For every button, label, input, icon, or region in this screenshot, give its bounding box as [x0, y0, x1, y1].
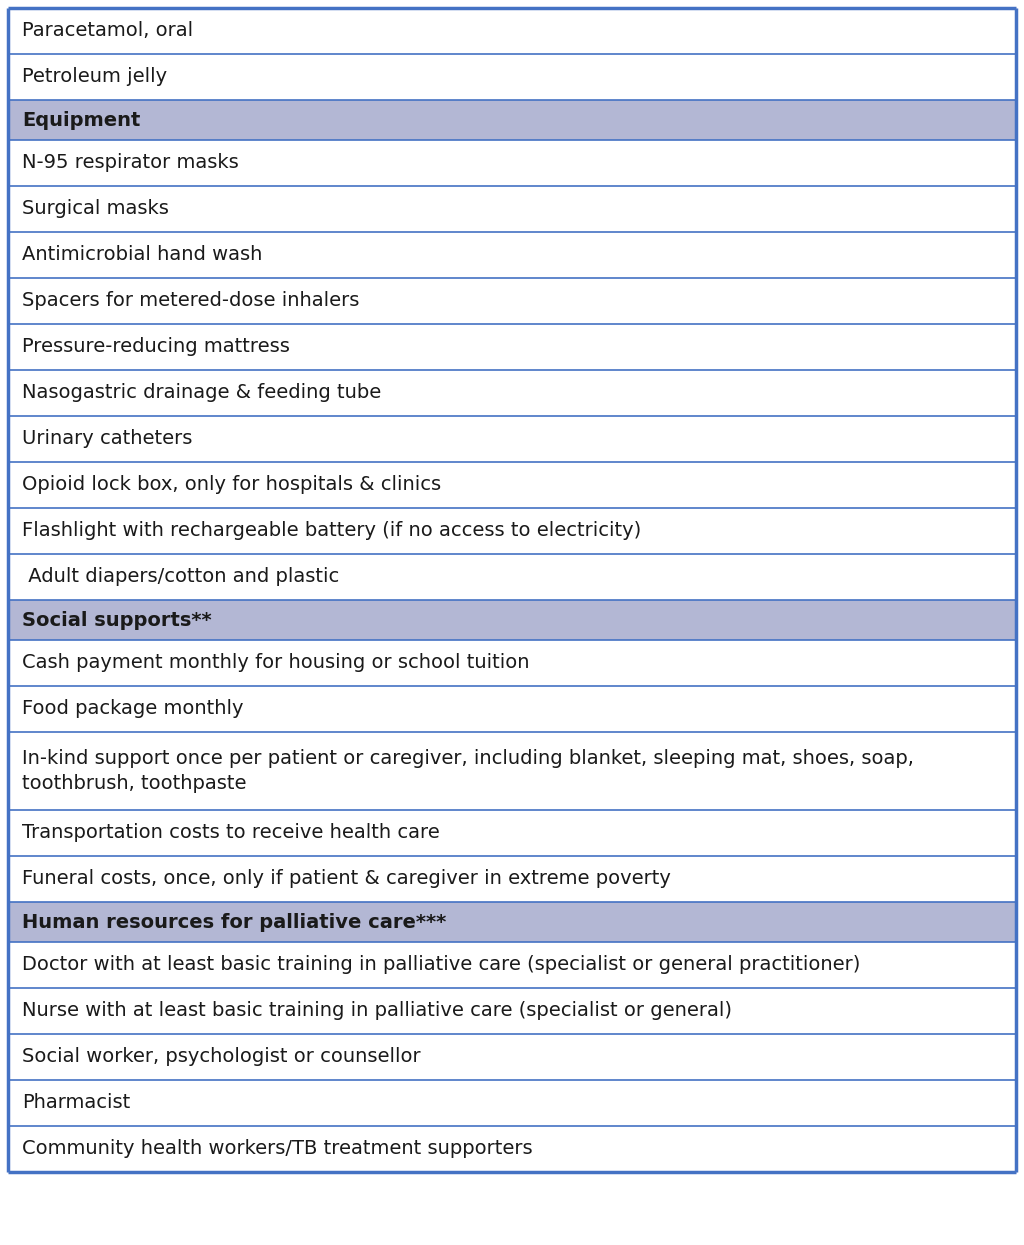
Text: Cash payment monthly for housing or school tuition: Cash payment monthly for housing or scho… [22, 654, 529, 672]
Bar [8, 7, 1016, 54]
Text: In-kind support once per patient or caregiver, including blanket, sleeping mat, : In-kind support once per patient or care… [22, 749, 913, 793]
Text: Paracetamol, oral: Paracetamol, oral [22, 21, 194, 41]
Text: Nasogastric drainage & feeding tube: Nasogastric drainage & feeding tube [22, 383, 381, 402]
Bar [8, 640, 1016, 686]
Text: Food package monthly: Food package monthly [22, 700, 244, 718]
Text: Social worker, psychologist or counsellor: Social worker, psychologist or counsello… [22, 1047, 421, 1067]
Text: Doctor with at least basic training in palliative care (specialist or general pr: Doctor with at least basic training in p… [22, 955, 860, 975]
Text: Adult diapers/cotton and plastic: Adult diapers/cotton and plastic [22, 568, 339, 586]
Bar [8, 686, 1016, 732]
Bar [8, 1035, 1016, 1079]
Text: Pharmacist: Pharmacist [22, 1093, 130, 1113]
Text: Equipment: Equipment [22, 111, 140, 129]
Text: Community health workers/TB treatment supporters: Community health workers/TB treatment su… [22, 1139, 532, 1159]
Text: Flashlight with rechargeable battery (if no access to electricity): Flashlight with rechargeable battery (if… [22, 522, 641, 540]
Bar [8, 54, 1016, 100]
Text: Pressure-reducing mattress: Pressure-reducing mattress [22, 337, 290, 356]
Bar [8, 278, 1016, 324]
Bar [8, 810, 1016, 857]
Text: Opioid lock box, only for hospitals & clinics: Opioid lock box, only for hospitals & cl… [22, 476, 441, 494]
Bar [8, 1125, 1016, 1172]
Bar [8, 942, 1016, 989]
Bar [8, 370, 1016, 416]
Bar [8, 186, 1016, 232]
Bar [8, 732, 1016, 810]
Text: Funeral costs, once, only if patient & caregiver in extreme poverty: Funeral costs, once, only if patient & c… [22, 869, 671, 889]
Bar [8, 508, 1016, 554]
Text: Surgical masks: Surgical masks [22, 199, 169, 219]
Bar [8, 600, 1016, 640]
Text: Urinary catheters: Urinary catheters [22, 430, 193, 448]
Text: Petroleum jelly: Petroleum jelly [22, 67, 167, 86]
Bar [8, 324, 1016, 370]
Text: N-95 respirator masks: N-95 respirator masks [22, 153, 239, 173]
Bar [8, 416, 1016, 462]
Text: Social supports**: Social supports** [22, 610, 212, 630]
Text: Spacers for metered-dose inhalers: Spacers for metered-dose inhalers [22, 291, 359, 310]
Text: Transportation costs to receive health care: Transportation costs to receive health c… [22, 823, 439, 843]
Bar [8, 554, 1016, 600]
Bar [8, 857, 1016, 901]
Bar [8, 1079, 1016, 1125]
Bar [8, 989, 1016, 1035]
Text: Antimicrobial hand wash: Antimicrobial hand wash [22, 245, 262, 264]
Bar [8, 100, 1016, 139]
Text: Human resources for palliative care***: Human resources for palliative care*** [22, 913, 446, 931]
Text: Nurse with at least basic training in palliative care (specialist or general): Nurse with at least basic training in pa… [22, 1001, 732, 1021]
Bar [8, 232, 1016, 278]
Bar [8, 901, 1016, 942]
Bar [8, 139, 1016, 186]
Bar [8, 462, 1016, 508]
